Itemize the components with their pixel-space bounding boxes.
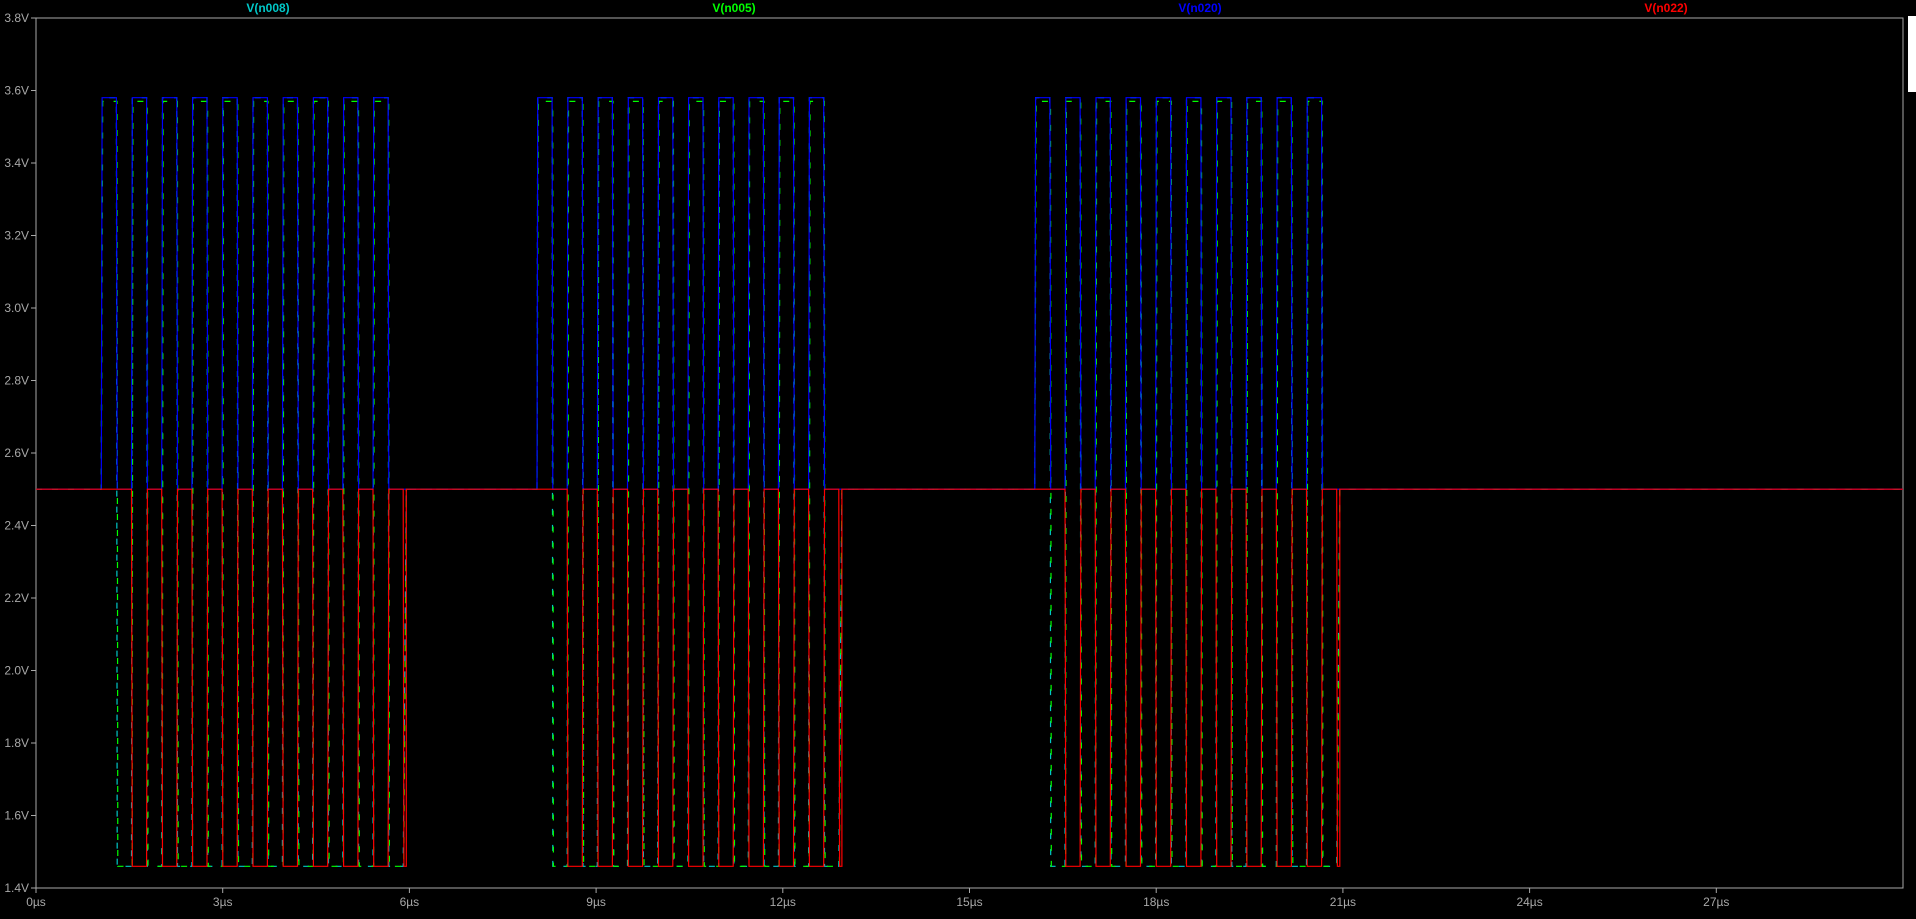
x-tick-label: 3µs [213,895,233,909]
y-tick-label: 2.0V [4,664,29,678]
legend-entry: V(n005) [712,1,755,15]
legend: V(n008) V(n005) V(n020) V(n022) [246,1,1687,15]
x-tick-label: 27µs [1703,895,1729,909]
y-tick-label: 2.4V [4,519,29,533]
y-tick-label: 3.4V [4,156,29,170]
x-tick-label: 15µs [956,895,982,909]
scroll-tab[interactable] [1908,16,1916,92]
y-tick-label: 3.2V [4,229,29,243]
x-tick-label: 18µs [1143,895,1169,909]
x-tick-label: 24µs [1516,895,1542,909]
y-tick-label: 3.6V [4,84,29,98]
traces [36,97,1903,867]
x-tick-label: 0µs [26,895,46,909]
x-axis: 0µs 3µs 6µs 9µs 12µs 15µs 18µs 21µs 24µs 27µs [26,888,1729,909]
y-tick-label: 1.4V [4,881,29,895]
y-tick-label: 2.8V [4,374,29,388]
series-line-vn022 [36,488,1903,867]
x-tick-label: 21µs [1330,895,1356,909]
y-tick-label: 1.6V [4,809,29,823]
plot-frame [35,17,1904,889]
y-tick-label: 2.2V [4,591,29,605]
y-tick-label: 3.8V [4,11,29,25]
y-tick-label: 3.0V [4,301,29,315]
legend-entry: V(n020) [1178,1,1221,15]
legend-entry: V(n022) [1644,1,1687,15]
series-line-vn020 [36,97,1903,490]
x-tick-label: 12µs [770,895,796,909]
x-tick-label: 9µs [586,895,606,909]
legend-entry: V(n008) [246,1,289,15]
x-tick-label: 6µs [400,895,420,909]
y-tick-label: 1.8V [4,736,29,750]
y-tick-label: 2.6V [4,446,29,460]
y-axis: 1.4V 1.6V 1.8V 2.0V 2.2V 2.4V 2.6V 2.8V 3.0V 3.2V… [4,11,36,895]
